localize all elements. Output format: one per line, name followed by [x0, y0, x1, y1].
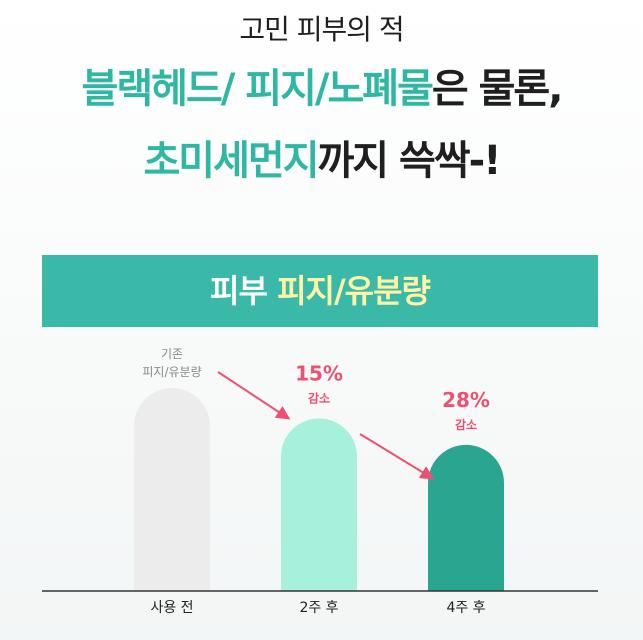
reduction-percent-label: 15% — [295, 361, 343, 385]
x-tick-label: 사용 전 — [150, 600, 193, 616]
x-tick-label: 4주 후 — [446, 600, 485, 616]
bar-1 — [134, 388, 210, 591]
baseline-annotation: 피지/유분량 — [142, 365, 201, 379]
headline-line-3-rest: 까지 쓱싹-! — [317, 138, 502, 184]
reduction-percent-label: 28% — [442, 388, 490, 412]
headline-line-2: 블랙헤드/ 피지/노폐물은 물론, — [0, 56, 643, 114]
baseline-annotation: 기존 — [161, 347, 183, 361]
headline-line-3: 초미세먼지까지 쓱싹-! — [0, 128, 643, 186]
headline-line-1-text: 고민 피부의 적 — [239, 13, 404, 46]
headline-line-2-rest: 은 물론, — [431, 66, 564, 112]
headline-line-3-accent: 초미세먼지 — [143, 138, 320, 184]
x-tick-label: 2주 후 — [299, 600, 338, 616]
headline-line-2-accent: 블랙헤드/ 피지/노폐물 — [81, 66, 434, 112]
bar-2 — [281, 418, 357, 591]
reduction-note-label: 감소 — [455, 417, 477, 432]
reduction-note-label: 감소 — [308, 390, 330, 405]
bar-3 — [428, 444, 504, 591]
chart-banner: 피부 피지/유분량 — [42, 255, 598, 327]
trend-arrow-1 — [217, 371, 291, 420]
banner-label: 피부 — [210, 272, 278, 310]
headline-line-1: 고민 피부의 적 — [0, 8, 643, 48]
trend-arrow-2 — [359, 433, 435, 480]
banner-highlight: 피지/유분량 — [277, 272, 431, 310]
